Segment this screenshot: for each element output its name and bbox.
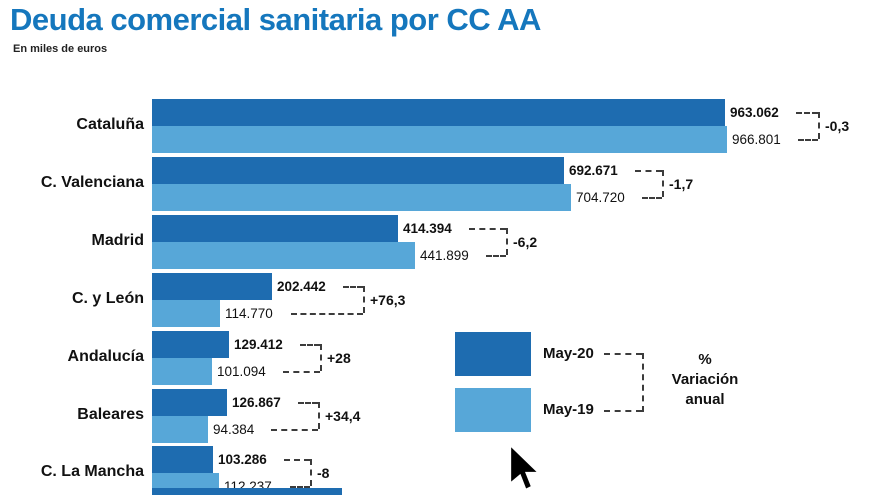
bracket-bottom-dash-c-la-mancha xyxy=(290,486,310,488)
value-may19-c-valenciana: 704.720 xyxy=(576,190,625,205)
legend-swatch-may19 xyxy=(455,388,531,432)
legend-variation-word: Variación xyxy=(671,371,739,388)
variation-c-la-mancha: -8 xyxy=(317,465,330,481)
legend-label-may19: May-19 xyxy=(543,401,594,418)
bracket-bottom-dash-cataluna xyxy=(798,139,818,141)
bar-may19-c-valenciana xyxy=(152,184,571,211)
bracket-top-dash-madrid xyxy=(469,228,506,230)
legend-bracket-bottom-dash xyxy=(604,410,642,412)
category-label-baleares: Baleares xyxy=(77,406,144,423)
legend-bracket-top-dash xyxy=(604,353,642,355)
bracket-bottom-dash-andalucia xyxy=(283,371,320,373)
bracket-bottom-dash-baleares xyxy=(271,429,318,431)
value-may20-c-valenciana: 692.671 xyxy=(569,163,618,178)
value-may20-madrid: 414.394 xyxy=(403,221,452,236)
variation-madrid: -6,2 xyxy=(513,234,538,250)
legend-percent-sign: % xyxy=(698,351,712,368)
category-label-c-la-mancha: C. La Mancha xyxy=(40,463,144,480)
bracket-vertical-dash-andalucia xyxy=(320,344,322,371)
value-may20-andalucia: 129.412 xyxy=(234,337,283,352)
bar-may19-andalucia xyxy=(152,358,212,385)
variation-andalucia: +28 xyxy=(327,350,351,366)
mouse-cursor-icon xyxy=(510,446,540,490)
chart-title: Deuda comercial sanitaria por CC AA xyxy=(10,2,541,37)
bar-may19-baleares xyxy=(152,416,208,443)
value-may19-baleares: 94.384 xyxy=(213,422,255,437)
bar-may20-c-la-mancha xyxy=(152,446,213,473)
variation-baleares: +34,4 xyxy=(325,408,361,424)
category-label-c-valenciana: C. Valenciana xyxy=(40,174,144,191)
value-may19-cataluna: 966.801 xyxy=(732,132,781,147)
value-may20-cataluna: 963.062 xyxy=(730,105,779,120)
bar-partial-next-row xyxy=(152,488,342,495)
variation-c-valenciana: -1,7 xyxy=(669,176,694,192)
bracket-bottom-dash-madrid xyxy=(486,255,506,257)
bracket-bottom-dash-c-y-leon xyxy=(291,313,363,315)
bracket-vertical-dash-c-la-mancha xyxy=(310,459,312,486)
value-may19-madrid: 441.899 xyxy=(420,248,469,263)
bracket-top-dash-c-valenciana xyxy=(635,170,662,172)
variation-cataluna: -0,3 xyxy=(825,118,850,134)
value-may19-andalucia: 101.094 xyxy=(217,364,266,379)
legend-swatch-may20 xyxy=(455,332,531,376)
bracket-top-dash-andalucia xyxy=(300,344,320,346)
bar-may20-c-valenciana xyxy=(152,157,564,184)
legend-variation-note: % Variación anual xyxy=(650,350,760,410)
bracket-top-dash-baleares xyxy=(298,402,318,404)
bracket-vertical-dash-cataluna xyxy=(818,112,820,139)
bracket-top-dash-c-y-leon xyxy=(343,286,363,288)
bracket-vertical-dash-baleares xyxy=(318,402,320,429)
bracket-vertical-dash-c-valenciana xyxy=(662,170,664,197)
bracket-top-dash-cataluna xyxy=(796,112,818,114)
value-may20-c-y-leon: 202.442 xyxy=(277,279,326,294)
variation-c-y-leon: +76,3 xyxy=(370,292,406,308)
category-label-c-y-leon: C. y León xyxy=(71,290,144,307)
chart-subtitle: En miles de euros xyxy=(13,43,108,55)
bar-may19-cataluna xyxy=(152,126,727,153)
bracket-vertical-dash-c-y-leon xyxy=(363,286,365,313)
category-label-madrid: Madrid xyxy=(91,232,144,249)
category-label-cataluna: Cataluña xyxy=(76,116,144,133)
bar-may20-cataluna xyxy=(152,99,725,126)
legend-anual-word: anual xyxy=(685,391,725,408)
legend-label-may20: May-20 xyxy=(543,345,594,362)
bracket-vertical-dash-madrid xyxy=(506,228,508,255)
bar-may20-c-y-leon xyxy=(152,273,272,300)
value-may20-baleares: 126.867 xyxy=(232,395,281,410)
bar-may20-baleares xyxy=(152,389,227,416)
bar-may20-andalucia xyxy=(152,331,229,358)
value-may19-c-y-leon: 114.770 xyxy=(225,306,273,321)
bracket-bottom-dash-c-valenciana xyxy=(642,197,662,199)
bar-may20-madrid xyxy=(152,215,398,242)
category-label-andalucia: Andalucía xyxy=(67,348,144,365)
value-may20-c-la-mancha: 103.286 xyxy=(218,452,267,467)
bar-may19-madrid xyxy=(152,242,415,269)
bar-may19-c-y-leon xyxy=(152,300,220,327)
bracket-top-dash-c-la-mancha xyxy=(284,459,310,461)
legend-bracket-vertical-dash xyxy=(642,353,644,412)
